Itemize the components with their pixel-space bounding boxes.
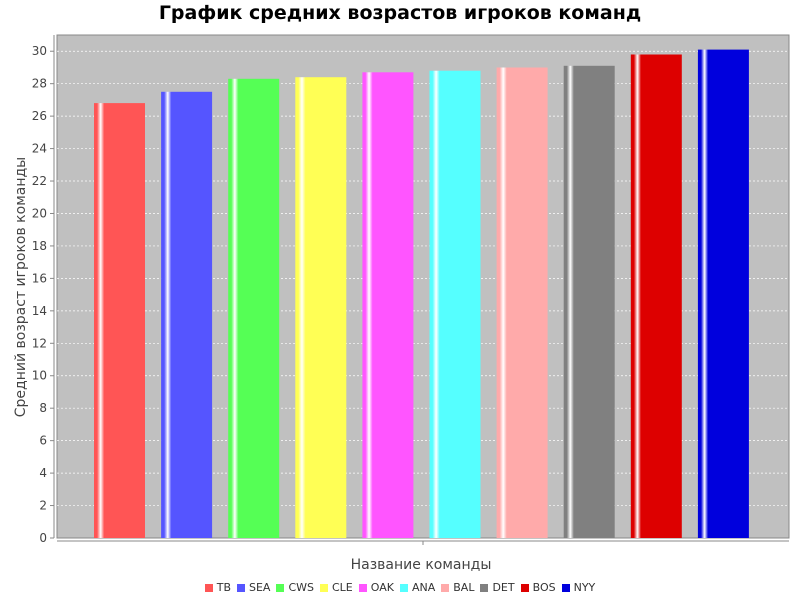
legend-swatch [561, 583, 570, 592]
bar-det [563, 65, 615, 539]
x-axis-title: Название команды [351, 557, 492, 573]
legend: TB SEA CWS CLE OAK ANA BAL DET BOS NYY [0, 581, 800, 594]
y-tick-label: 10 [32, 369, 47, 383]
bar-bal [496, 67, 548, 538]
legend-label: DET [492, 581, 515, 594]
legend-swatch [204, 583, 213, 592]
legend-swatch [276, 583, 285, 592]
y-tick-label: 0 [39, 531, 47, 545]
legend-swatch [399, 583, 408, 592]
y-tick-label: 24 [32, 142, 47, 156]
y-tick-label: 12 [32, 336, 47, 350]
bar-bos [630, 54, 682, 538]
y-tick-label: 26 [32, 109, 47, 123]
bar-nyy [697, 49, 749, 538]
y-tick-label: 30 [32, 44, 47, 58]
bar-cws [228, 78, 280, 539]
y-axis-title: Средний возраст игроков команды [13, 157, 29, 417]
legend-item-ana: ANA [399, 581, 436, 594]
legend-label: ANA [411, 581, 436, 594]
legend-label: BOS [532, 581, 556, 594]
y-tick-label: 28 [32, 77, 47, 91]
bar-tb [94, 103, 145, 538]
bar-sea [161, 91, 213, 539]
legend-item-bos: BOS [520, 581, 556, 594]
y-tick-label: 6 [39, 434, 47, 448]
bars [94, 49, 749, 539]
legend-swatch [520, 583, 529, 592]
legend-item-det: DET [480, 581, 515, 594]
legend-swatch [236, 583, 245, 592]
legend-item-tb: TB [204, 581, 231, 594]
legend-label: NYY [573, 581, 596, 594]
legend-item-oak: OAK [358, 581, 394, 594]
y-tick-label: 18 [32, 239, 47, 253]
legend-item-cle: CLE [320, 581, 353, 594]
y-tick-label: 22 [32, 174, 47, 188]
legend-label: CLE [332, 581, 353, 594]
bar-oak [362, 72, 414, 539]
y-tick-label: 16 [32, 271, 47, 285]
legend-label: BAL [453, 581, 475, 594]
legend-label: TB [216, 581, 231, 594]
legend-label: SEA [248, 581, 271, 594]
y-tick-label: 2 [39, 499, 47, 513]
legend-swatch [441, 583, 450, 592]
y-tick-label: 14 [32, 304, 47, 318]
chart-title: График средних возрастов игроков команд [158, 2, 642, 24]
legend-item-sea: SEA [236, 581, 271, 594]
legend-item-bal: BAL [441, 581, 474, 594]
legend-swatch [358, 583, 367, 592]
legend-label: OAK [370, 581, 394, 594]
legend-swatch [320, 583, 328, 592]
y-tick-label: 4 [39, 466, 47, 480]
legend-label: CWS [288, 581, 314, 594]
x-axis [57, 540, 789, 545]
bar-ana [429, 70, 481, 538]
y-tick-label: 8 [39, 401, 47, 415]
legend-item-cws: CWS [276, 581, 314, 594]
legend-swatch [480, 583, 489, 592]
legend-item-nyy: NYY [561, 581, 596, 594]
y-tick-label: 20 [32, 206, 47, 220]
bar-cle [295, 77, 347, 538]
